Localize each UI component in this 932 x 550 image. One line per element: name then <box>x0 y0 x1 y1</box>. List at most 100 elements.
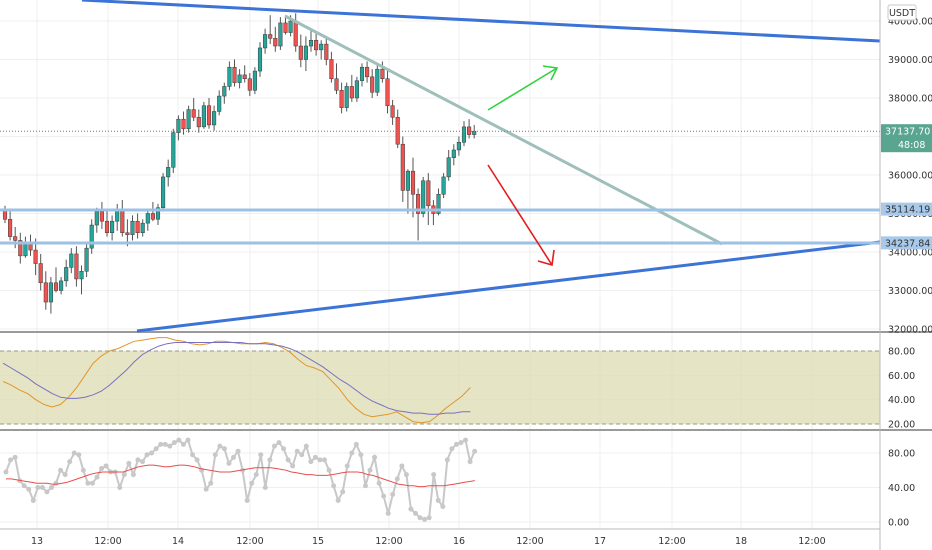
rsi-point <box>89 480 95 486</box>
rsi-point <box>426 515 432 521</box>
candle-body <box>237 74 242 83</box>
candle-body <box>212 111 217 126</box>
candle-body <box>278 22 283 47</box>
lower-trendline[interactable] <box>136 240 881 333</box>
price-tick-label: 32000.00 <box>888 325 932 336</box>
rsi-point <box>117 485 123 490</box>
rsi-point <box>276 440 282 446</box>
drawings[interactable] <box>0 0 881 333</box>
rsi-point <box>203 486 209 492</box>
candle-body <box>334 78 339 91</box>
candle-body <box>84 247 89 272</box>
support-badge-lower: 34237.84 <box>881 236 932 250</box>
candle-body <box>359 66 365 81</box>
rsi-point <box>422 516 428 522</box>
rsi-point <box>121 472 127 478</box>
stoch-tick-label: 20.00 <box>888 420 915 431</box>
price-axis[interactable]: 40000.0039000.0038000.0037000.0036000.00… <box>888 17 932 529</box>
time-tick-label: 12:00 <box>798 536 825 547</box>
candle-body <box>181 118 186 130</box>
rsi-point <box>367 467 373 473</box>
candle-body <box>257 47 263 72</box>
rsi-point <box>62 472 68 478</box>
candle-body <box>166 167 171 178</box>
price-tick-label: 38000.00 <box>888 94 932 105</box>
candle-body <box>283 22 288 33</box>
rsi-tick-label: 80.00 <box>888 449 915 460</box>
candle-body <box>33 249 38 264</box>
candle-body <box>451 149 456 158</box>
rsi-point <box>21 483 27 489</box>
stoch-rsi-band <box>0 351 880 424</box>
rsi-point <box>294 448 300 454</box>
grid-lines <box>0 0 880 529</box>
stoch-tick-label: 40.00 <box>888 395 915 406</box>
candle-body <box>104 220 110 233</box>
rsi-point <box>176 437 182 443</box>
rsi-point <box>140 459 145 465</box>
rsi-point <box>153 446 159 452</box>
last-price-badge: 37137.70 48:08 <box>881 124 932 153</box>
candle-body <box>176 118 181 133</box>
candle-body <box>380 68 385 79</box>
candle-body <box>344 86 349 108</box>
rsi-point <box>67 459 73 465</box>
candle-body <box>298 45 303 60</box>
candle-body <box>426 180 431 207</box>
candle-body <box>89 224 94 249</box>
rsi-point <box>299 452 305 458</box>
candle-body <box>145 213 150 224</box>
rsi-point <box>130 472 136 478</box>
bearish-arrow[interactable] <box>487 164 555 267</box>
rsi-tick-label: 40.00 <box>888 483 915 494</box>
rsi-tick-label: 0.00 <box>888 518 909 529</box>
rsi-points <box>3 437 478 522</box>
candle-body <box>171 132 176 168</box>
bullish-arrow[interactable] <box>487 65 559 111</box>
candle-body <box>94 211 99 226</box>
candle-body <box>69 253 74 268</box>
candle-body <box>400 143 405 191</box>
rsi-point <box>144 452 150 458</box>
candle-body <box>130 220 135 235</box>
rsi-point <box>258 452 264 458</box>
stoch-d-line <box>2 342 471 415</box>
rsi-point <box>317 457 323 463</box>
rsi-point <box>435 497 441 503</box>
price-tick-label: 36000.00 <box>888 171 932 182</box>
rsi-point <box>49 485 54 490</box>
rsi-point <box>472 448 478 454</box>
rsi-point <box>167 443 173 449</box>
rsi-point <box>453 441 459 447</box>
upper-trendline[interactable] <box>81 0 881 43</box>
candle-body <box>436 194 441 214</box>
candle-body <box>222 86 227 97</box>
last-price-label: 37137.70 <box>885 127 930 138</box>
candle-body <box>314 40 319 51</box>
candle-body <box>247 78 252 91</box>
rsi-point <box>331 483 337 489</box>
descending-resistance[interactable] <box>284 14 723 246</box>
rsi-point <box>226 460 232 466</box>
rsi-point <box>149 450 155 456</box>
time-tick-label: 15 <box>312 536 324 547</box>
time-tick-label: 12:00 <box>94 536 121 547</box>
rsi-point <box>440 503 446 509</box>
time-tick-label: 12:00 <box>658 536 685 547</box>
candle-body <box>461 126 467 143</box>
candle-body <box>324 43 329 60</box>
candle-body <box>390 105 395 118</box>
rsi-point <box>335 497 341 503</box>
rsi-point <box>444 457 450 463</box>
rsi-point <box>372 454 378 460</box>
candle-body <box>303 45 308 60</box>
rsi-point <box>85 480 91 486</box>
candle-body <box>467 126 472 135</box>
price-tick-label: 33000.00 <box>888 286 932 297</box>
time-axis[interactable]: 13 12:00 14 12:00 15 12:00 16 12:00 17 12:00 18 12:… <box>31 536 826 547</box>
time-tick-label: 18 <box>735 536 747 547</box>
rsi-point <box>362 483 368 489</box>
candle-body <box>110 220 115 233</box>
currency-badge[interactable]: USDT <box>887 4 917 21</box>
